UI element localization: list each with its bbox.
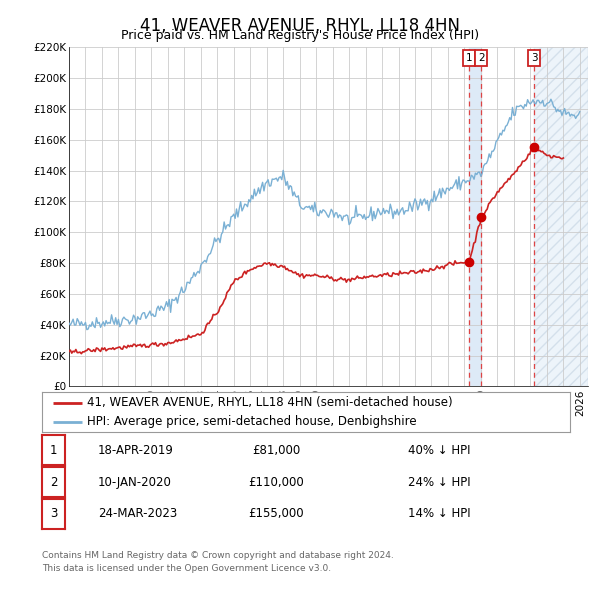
Text: 18-APR-2019: 18-APR-2019 xyxy=(98,444,173,457)
Bar xyxy=(469,47,481,386)
Text: 14% ↓ HPI: 14% ↓ HPI xyxy=(408,507,470,520)
Text: HPI: Average price, semi-detached house, Denbighshire: HPI: Average price, semi-detached house,… xyxy=(87,415,416,428)
Text: 24% ↓ HPI: 24% ↓ HPI xyxy=(408,476,470,489)
Text: 41, WEAVER AVENUE, RHYL, LL18 4HN: 41, WEAVER AVENUE, RHYL, LL18 4HN xyxy=(140,17,460,35)
Text: 1: 1 xyxy=(50,444,57,457)
Text: £155,000: £155,000 xyxy=(248,507,304,520)
Text: 3: 3 xyxy=(531,53,538,63)
Text: £110,000: £110,000 xyxy=(248,476,304,489)
Text: 24-MAR-2023: 24-MAR-2023 xyxy=(98,507,177,520)
Text: 41, WEAVER AVENUE, RHYL, LL18 4HN (semi-detached house): 41, WEAVER AVENUE, RHYL, LL18 4HN (semi-… xyxy=(87,396,452,409)
Text: Price paid vs. HM Land Registry's House Price Index (HPI): Price paid vs. HM Land Registry's House … xyxy=(121,29,479,42)
Text: 2: 2 xyxy=(478,53,485,63)
Text: 10-JAN-2020: 10-JAN-2020 xyxy=(98,476,172,489)
Text: 1: 1 xyxy=(466,53,473,63)
Text: This data is licensed under the Open Government Licence v3.0.: This data is licensed under the Open Gov… xyxy=(42,565,331,573)
Bar xyxy=(534,47,588,386)
Text: 3: 3 xyxy=(50,507,57,520)
Text: 40% ↓ HPI: 40% ↓ HPI xyxy=(408,444,470,457)
Text: 2: 2 xyxy=(50,476,57,489)
Text: Contains HM Land Registry data © Crown copyright and database right 2024.: Contains HM Land Registry data © Crown c… xyxy=(42,552,394,560)
Text: £81,000: £81,000 xyxy=(252,444,300,457)
